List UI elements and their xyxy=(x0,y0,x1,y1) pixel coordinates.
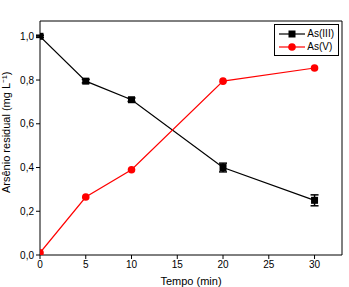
svg-text:0,6: 0,6 xyxy=(20,118,34,129)
svg-text:0,0: 0,0 xyxy=(20,250,34,261)
svg-text:25: 25 xyxy=(263,259,275,270)
html-text:As(V): As(V) xyxy=(307,41,333,52)
svg-text:10: 10 xyxy=(126,259,138,270)
html-text:As(III): As(III) xyxy=(307,28,334,39)
svg-text:0,8: 0,8 xyxy=(20,75,34,86)
svg-text:20: 20 xyxy=(217,259,229,270)
svg-text:1,0: 1,0 xyxy=(20,31,34,42)
svg-text:0: 0 xyxy=(37,259,43,270)
svg-text:15: 15 xyxy=(172,259,184,270)
svg-text:0,4: 0,4 xyxy=(20,162,34,173)
svg-text:0,2: 0,2 xyxy=(20,206,34,217)
svg-text:Tempo (min): Tempo (min) xyxy=(160,275,221,287)
svg-text:5: 5 xyxy=(83,259,89,270)
svg-text:30: 30 xyxy=(309,259,321,270)
svg-text:Arsênio residual (mg L⁻¹): Arsênio residual (mg L⁻¹) xyxy=(8,72,12,193)
